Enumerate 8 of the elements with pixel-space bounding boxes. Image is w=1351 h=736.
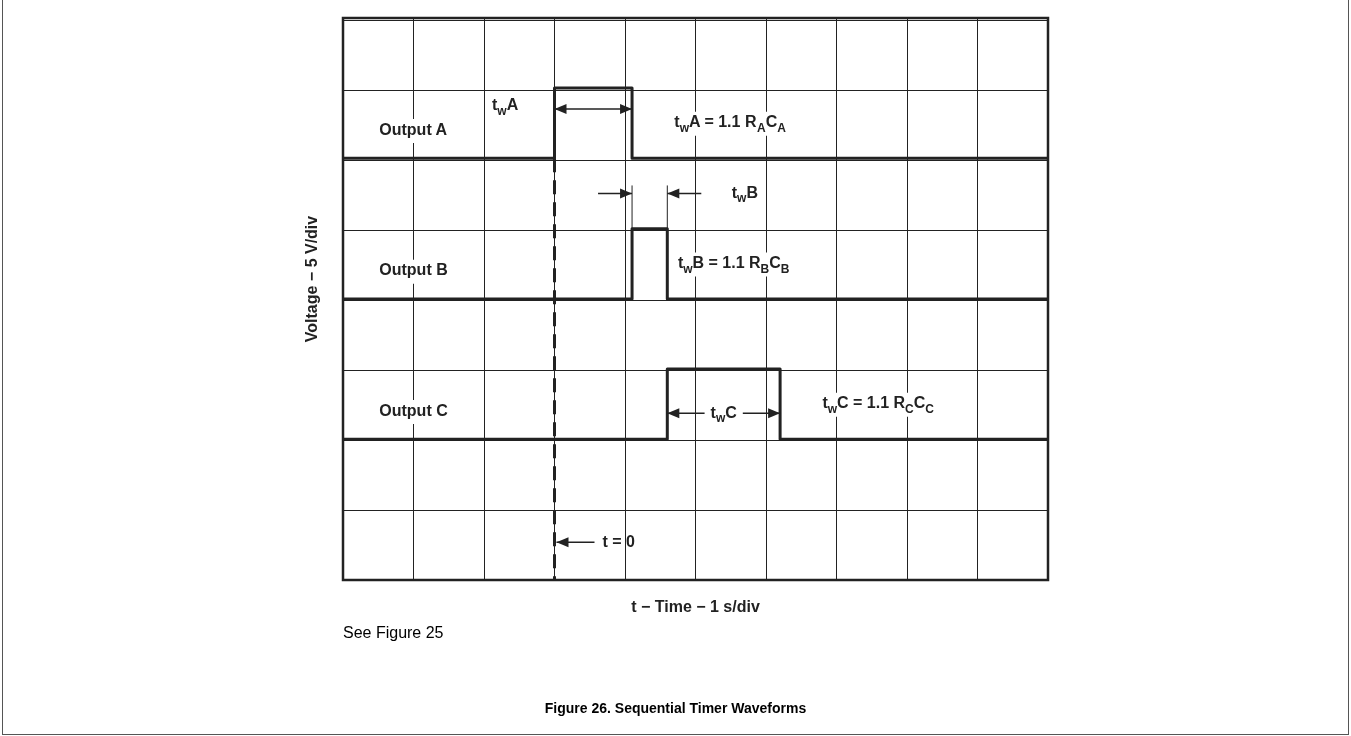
- text: See Figure 25: [343, 624, 444, 642]
- series-label: Output B: [379, 261, 448, 279]
- y-axis-title: Voltage − 5 V/div: [303, 215, 321, 343]
- series-label: Output C: [379, 401, 449, 419]
- text: Figure 26. Sequential Timer Waveforms: [543, 700, 808, 716]
- text: t = 0: [602, 532, 635, 550]
- x-axis-title: t − Time − 1 s/div: [631, 598, 760, 616]
- series-label: Output A: [379, 120, 448, 138]
